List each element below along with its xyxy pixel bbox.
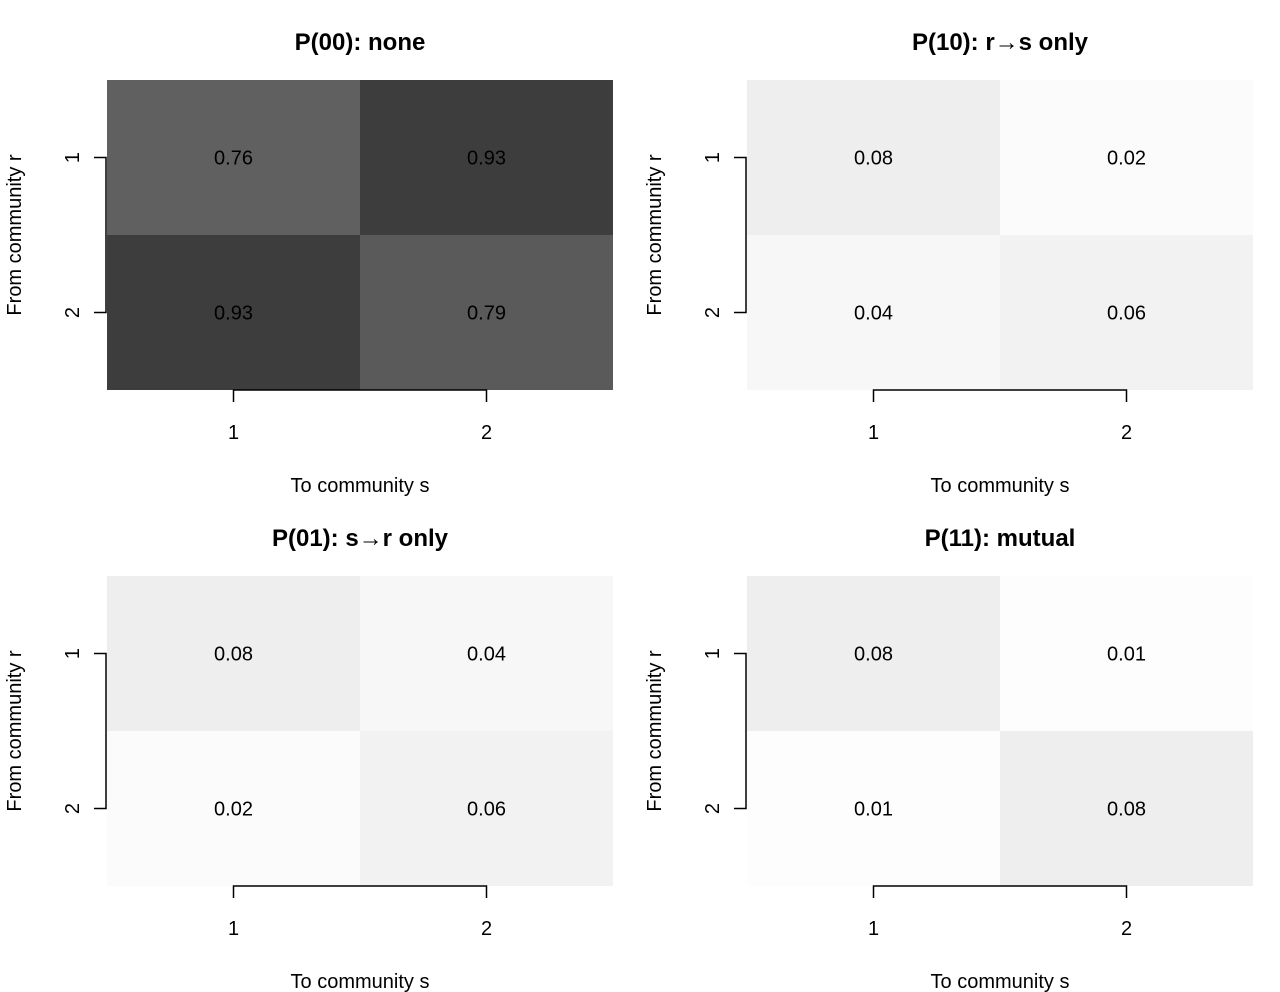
heatmap-panel-2: P(10): r→s only 0.08 0.02 0.04 0.06 1 2 To comm… — [644, 29, 1253, 497]
y-tick-label: 2 — [62, 307, 84, 318]
cell-value-label: 0.01 — [1107, 644, 1146, 666]
cell-value-label: 0.08 — [854, 148, 893, 170]
x-tick-label: 2 — [481, 422, 492, 444]
y-tick-label: 2 — [702, 803, 724, 814]
y-tick-label: 1 — [62, 152, 84, 163]
heatmap-cell-r1-s1 — [747, 80, 1000, 235]
x-tick-label: 2 — [481, 918, 492, 940]
y-axis-label: From community r — [644, 650, 666, 811]
cell-value-label: 0.02 — [214, 799, 253, 821]
cell-value-label: 0.76 — [214, 148, 253, 170]
x-tick-label: 1 — [868, 918, 879, 940]
y-axis-line — [734, 652, 747, 810]
heatmap-cell-r2-s2 — [360, 731, 613, 886]
y-axis-line — [734, 156, 747, 314]
heatmap-cell-r1-s1 — [107, 80, 360, 235]
y-tick-label: 2 — [702, 307, 724, 318]
cell-value-label: 0.04 — [467, 644, 506, 666]
x-axis-label: To community s — [291, 475, 430, 497]
y-tick-label: 1 — [702, 152, 724, 163]
heatmap-cell-r2-s2 — [360, 235, 613, 390]
x-axis-label: To community s — [931, 971, 1070, 992]
x-tick-label: 2 — [1121, 422, 1132, 444]
heatmap-cell-r1-s2 — [360, 80, 613, 235]
cell-value-label: 0.08 — [854, 644, 893, 666]
cell-value-label: 0.01 — [854, 799, 893, 821]
x-axis-line — [872, 885, 1128, 898]
y-tick-label: 2 — [62, 803, 84, 814]
heatmap-cell-r1-s1 — [107, 576, 360, 731]
panel-title: P(00): none — [295, 29, 426, 56]
heatmap-panel-3: P(01): s→r only 0.08 0.04 0.02 0.06 1 2 To comm… — [4, 525, 613, 992]
panel-title: P(10): r→s only — [912, 29, 1089, 56]
x-axis-line — [232, 389, 488, 402]
x-axis-line — [232, 885, 488, 898]
y-axis-label: From community r — [4, 650, 26, 811]
heatmap-cell-r1-s2 — [360, 576, 613, 731]
heatmap-cell-r2-s2 — [1000, 731, 1253, 886]
cell-value-label: 0.08 — [214, 644, 253, 666]
heatmap-cell-r2-s1 — [107, 235, 360, 390]
cell-value-label: 0.06 — [1107, 303, 1146, 325]
x-tick-label: 1 — [228, 918, 239, 940]
x-axis-label: To community s — [931, 475, 1070, 497]
cell-value-label: 0.93 — [467, 148, 506, 170]
heatmap-cell-r1-s2 — [1000, 80, 1253, 235]
cell-value-label: 0.08 — [1107, 799, 1146, 821]
x-axis-label: To community s — [291, 971, 430, 992]
y-tick-label: 1 — [702, 648, 724, 659]
heatmap-cell-r1-s1 — [747, 576, 1000, 731]
y-axis-line — [94, 652, 107, 810]
y-axis-label: From community r — [644, 154, 666, 315]
panel-title: P(11): mutual — [925, 525, 1076, 552]
heatmap-panel-1: P(00): none 0.76 0.93 0.93 0.79 1 2 To communit… — [4, 29, 613, 497]
y-tick-label: 1 — [62, 648, 84, 659]
panel-title: P(01): s→r only — [272, 525, 449, 552]
x-tick-label: 2 — [1121, 918, 1132, 940]
x-axis-line — [872, 389, 1128, 402]
cell-value-label: 0.06 — [467, 799, 506, 821]
cell-value-label: 0.93 — [214, 303, 253, 325]
cell-value-label: 0.04 — [854, 303, 893, 325]
heatmap-cell-r2-s1 — [747, 235, 1000, 390]
y-axis-label: From community r — [4, 154, 26, 315]
heatmap-cell-r2-s1 — [747, 731, 1000, 886]
heatmap-cell-r2-s2 — [1000, 235, 1253, 390]
heatmap-cell-r2-s1 — [107, 731, 360, 886]
y-axis-line — [94, 156, 107, 314]
heatmap-panel-4: P(11): mutual 0.08 0.01 0.01 0.08 1 2 To commun… — [644, 525, 1253, 992]
cell-value-label: 0.79 — [467, 303, 506, 325]
x-tick-label: 1 — [228, 422, 239, 444]
x-tick-label: 1 — [868, 422, 879, 444]
heatmap-cell-r1-s2 — [1000, 576, 1253, 731]
cell-value-label: 0.02 — [1107, 148, 1146, 170]
